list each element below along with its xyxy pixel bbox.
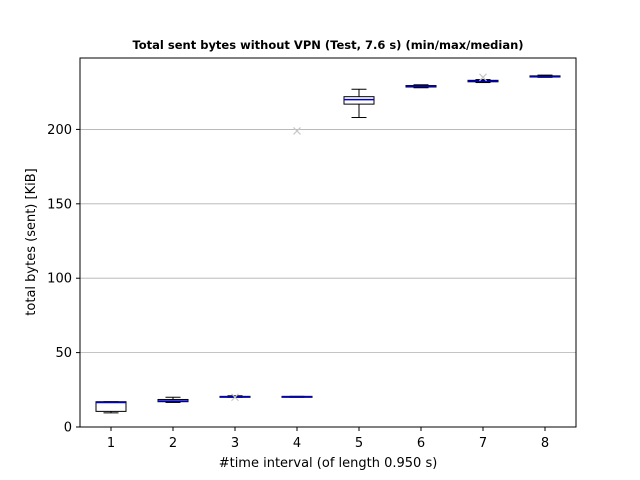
- y-axis-label: total bytes (sent) [KiB]: [24, 168, 39, 315]
- x-axis-label: #time interval (of length 0.950 s): [219, 456, 438, 471]
- box-layer: [95, 73, 561, 414]
- x-tick-label: 4: [293, 436, 301, 451]
- grid-layer: [80, 129, 576, 354]
- x-tick-label: 7: [479, 436, 487, 451]
- chart-title: Total sent bytes without VPN (Test, 7.6 …: [132, 38, 523, 52]
- box-group: [219, 393, 251, 402]
- box-group: [467, 73, 499, 84]
- flier-marker: [479, 73, 487, 82]
- y-tick-label: 50: [55, 346, 72, 361]
- x-axis: 1 2 3 4 5 6 7 8: [107, 427, 549, 451]
- x-tick-label: 8: [541, 436, 549, 451]
- flier-marker: [231, 393, 239, 402]
- box-group: [95, 401, 127, 414]
- box-group: [343, 88, 375, 119]
- y-tick-label: 200: [47, 123, 72, 138]
- x-tick-label: 5: [355, 436, 363, 451]
- y-axis: 0 50 100 150 200: [47, 123, 80, 436]
- x-tick-label: 3: [231, 436, 239, 451]
- box-group: [529, 74, 561, 78]
- y-tick-label: 100: [47, 272, 72, 287]
- y-tick-label: 150: [47, 197, 72, 212]
- box-group: [281, 126, 313, 398]
- x-tick-label: 6: [417, 436, 425, 451]
- plot-frame: [79, 57, 577, 428]
- x-tick-label: 2: [169, 436, 177, 451]
- y-tick-label: 0: [64, 421, 72, 436]
- x-tick-label: 1: [107, 436, 115, 451]
- box-group: [157, 396, 189, 403]
- box-group: [405, 84, 437, 89]
- flier-marker: [293, 126, 301, 135]
